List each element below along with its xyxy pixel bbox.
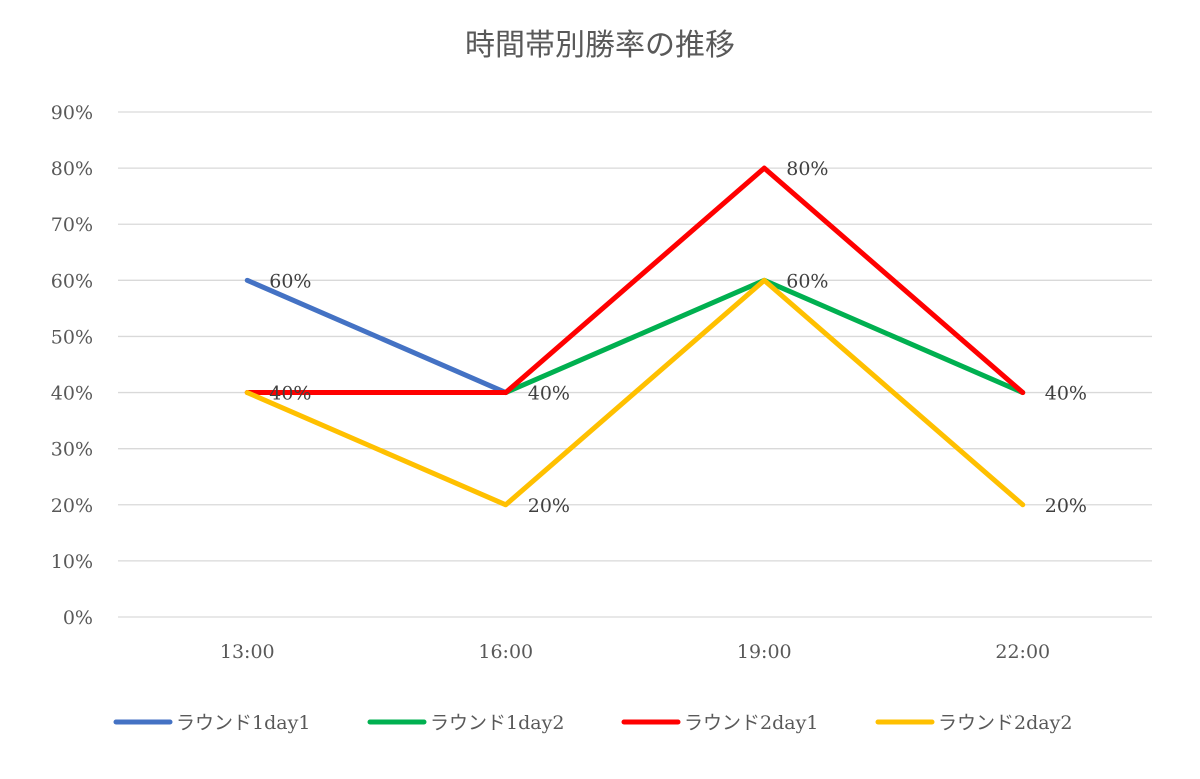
data-label: 20%: [1045, 495, 1087, 517]
data-label: 60%: [269, 270, 311, 292]
y-tick-label: 10%: [51, 551, 93, 573]
data-label: 60%: [786, 270, 828, 292]
y-tick-label: 90%: [51, 102, 93, 124]
y-tick-label: 60%: [51, 270, 93, 292]
series-lines: [244, 165, 1026, 508]
data-label: 80%: [786, 158, 828, 180]
x-tick-label: 22:00: [995, 641, 1050, 663]
legend-label: ラウンド2day1: [684, 712, 818, 734]
x-axis-ticks: 13:00 16:00 19:00 22:00: [220, 641, 1050, 663]
y-tick-label: 0%: [63, 607, 93, 629]
legend-label: ラウンド2day2: [938, 712, 1072, 734]
y-tick-label: 20%: [51, 495, 93, 517]
data-label: 40%: [269, 383, 311, 405]
y-axis-ticks: 0% 10% 20% 30% 40% 50% 60% 70% 80% 90%: [51, 102, 93, 629]
legend-label: ラウンド1day2: [430, 712, 564, 734]
legend-label: ラウンド1day1: [176, 712, 310, 734]
data-labels: 60% 40% 40% 20% 80% 60% 40% 20%: [269, 158, 1087, 517]
y-tick-label: 70%: [51, 214, 93, 236]
data-label: 20%: [528, 495, 570, 517]
series-line-4: [244, 277, 1026, 508]
data-label: 40%: [1045, 383, 1087, 405]
x-tick-label: 16:00: [478, 641, 533, 663]
y-tick-label: 40%: [51, 383, 93, 405]
series-line-3: [244, 165, 1026, 396]
y-tick-label: 50%: [51, 326, 93, 348]
x-tick-label: 13:00: [220, 641, 275, 663]
chart-title: 時間帯別勝率の推移: [465, 28, 735, 63]
x-tick-label: 19:00: [737, 641, 792, 663]
gridlines: [118, 111, 1152, 618]
data-label: 40%: [528, 383, 570, 405]
series-line-1: [244, 277, 509, 396]
y-tick-label: 30%: [51, 439, 93, 461]
legend: ラウンド1day1 ラウンド1day2 ラウンド2day1 ラウンド2day2: [113, 712, 1072, 734]
y-tick-label: 80%: [51, 158, 93, 180]
